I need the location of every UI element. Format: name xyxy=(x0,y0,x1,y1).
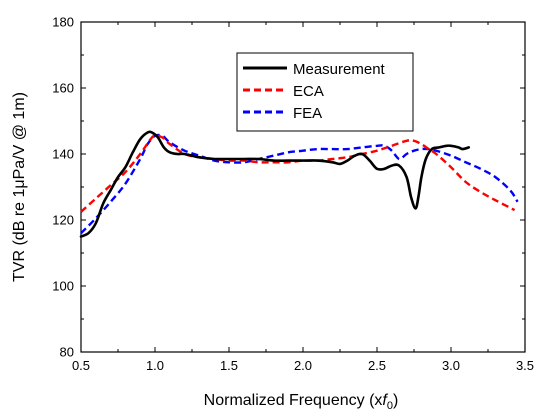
y-tick-label: 180 xyxy=(52,15,74,30)
x-axis-title: Normalized Frequency (xf0) xyxy=(204,392,399,412)
x-axis: 0.5 1.0 1.5 2.0 2.5 3.0 3.5 xyxy=(72,22,534,373)
series-line-eca xyxy=(80,134,516,213)
x-tick-label: 2.0 xyxy=(294,358,312,373)
y-tick-label: 160 xyxy=(52,81,74,96)
series-line-measurement xyxy=(79,130,471,238)
x-tick-label: 3.5 xyxy=(516,358,534,373)
x-tick-label: 1.5 xyxy=(220,358,238,373)
y-tick-label: 140 xyxy=(52,147,74,162)
legend-entry-measurement: Measurement xyxy=(243,61,386,78)
x-tick-label: 2.5 xyxy=(368,358,386,373)
legend-label-measurement: Measurement xyxy=(293,61,386,78)
series-layer xyxy=(79,130,519,238)
y-tick-label: 100 xyxy=(52,279,74,294)
x-tick-label: 0.5 xyxy=(72,358,90,373)
y-axis: 80 100 120 140 160 180 xyxy=(52,15,525,360)
x-tick-label: 1.0 xyxy=(146,358,164,373)
y-tick-label: 120 xyxy=(52,213,74,228)
legend-label-eca: ECA xyxy=(293,83,324,100)
legend-box xyxy=(236,52,414,132)
y-tick-label: 80 xyxy=(60,345,74,360)
legend-entry-eca: ECA xyxy=(243,83,324,100)
legend: Measurement ECA FEA xyxy=(236,52,414,132)
legend-label-fea: FEA xyxy=(293,105,322,122)
legend-entry-fea: FEA xyxy=(243,105,322,122)
series-line-fea xyxy=(80,133,519,235)
x-tick-label: 3.0 xyxy=(442,358,460,373)
y-axis-title: TVR (dB re 1μPa/V @ 1m) xyxy=(11,92,28,282)
